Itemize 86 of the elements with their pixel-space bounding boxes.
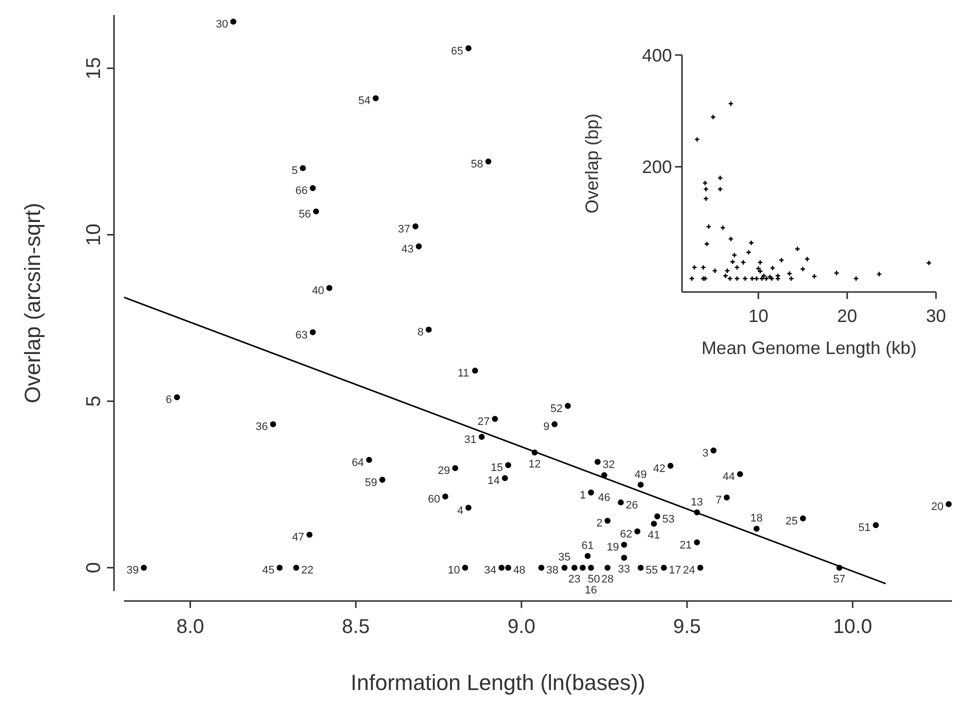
x-tick-label: 8.0	[176, 616, 204, 638]
annotation: 12	[528, 458, 541, 470]
y-tick-label: 400	[642, 45, 672, 66]
annotation: 53	[662, 513, 674, 526]
annotation: 24	[682, 564, 696, 577]
annotation: 63	[295, 329, 308, 342]
annotation: 38	[546, 564, 559, 577]
x-tick-label: 9.5	[673, 616, 701, 638]
y-tick-label: 5	[83, 396, 105, 407]
annotation: 40	[312, 285, 324, 298]
x-axis-title: Mean Genome Length (kb)	[701, 338, 917, 358]
annotation: 35	[558, 552, 571, 564]
annotation: 41	[648, 530, 660, 542]
point	[732, 252, 738, 258]
annotation: 60	[428, 493, 440, 506]
annotation: 11	[458, 368, 470, 380]
annotation: 33	[618, 564, 630, 576]
x-tick-label: 9.0	[508, 616, 536, 638]
annotation: 2	[596, 518, 602, 530]
annotation: 28	[601, 574, 614, 586]
annotation: 57	[833, 574, 846, 586]
annotation: 46	[598, 492, 610, 504]
annotation: 18	[750, 512, 763, 525]
annotation: 21	[680, 539, 692, 552]
annotation: 47	[292, 532, 304, 544]
annotation: 34	[484, 564, 496, 577]
annotation: 20	[931, 501, 944, 514]
annotation: 5	[292, 165, 298, 178]
annotation: 56	[298, 208, 311, 220]
annotation: 36	[256, 421, 268, 434]
x-axis-title: Information Length (ln(bases))	[350, 670, 646, 695]
x-tick-label: 20	[837, 306, 858, 326]
annotation: 31	[464, 434, 477, 446]
annotation: 14	[487, 475, 500, 488]
annotation: 30	[216, 18, 228, 31]
annotation: 26	[626, 499, 638, 512]
x-tick-label: 10.0	[833, 616, 872, 638]
annotation: 64	[352, 456, 364, 469]
annotation: 15	[490, 462, 504, 474]
point	[706, 224, 712, 230]
x-tick-label: 10	[748, 306, 768, 326]
annotation: 50	[588, 574, 600, 586]
y-tick-label: 10	[83, 224, 105, 246]
annotation: 23	[568, 574, 580, 586]
annotation: 7	[716, 494, 722, 506]
y-tick-label: 0	[83, 562, 105, 574]
annotation: 48	[513, 564, 526, 577]
annotation: 59	[364, 476, 378, 489]
annotation: 8	[418, 326, 424, 339]
annotation: 45	[262, 564, 275, 577]
x-tick-label: 8.5	[342, 616, 370, 638]
annotation: 17	[668, 564, 682, 577]
annotation: 39	[126, 564, 139, 577]
x-tick-label: 30	[926, 306, 946, 326]
annotation: 43	[401, 243, 414, 256]
annotation: 42	[653, 462, 666, 475]
annotation: 29	[438, 465, 450, 478]
annotation: 55	[646, 564, 658, 577]
annotation: 16	[584, 584, 598, 597]
annotation: 25	[786, 515, 798, 528]
annotation: 13	[690, 496, 704, 508]
annotation: 37	[398, 223, 410, 236]
annotation: 19	[606, 542, 619, 554]
annotation: 49	[634, 468, 647, 481]
annotation: 32	[602, 458, 615, 471]
annotation: 10	[448, 564, 460, 577]
annotation: 62	[620, 528, 632, 540]
annotation: 22	[301, 564, 314, 577]
annotation: 65	[451, 45, 464, 58]
y-axis-title: Overlap (arcsin-sqrt)	[20, 202, 45, 404]
annotation: 51	[858, 522, 871, 534]
annotation: 1	[580, 489, 586, 502]
annotation: 6	[166, 394, 172, 406]
annotation: 66	[295, 185, 308, 198]
annotation: 44	[722, 471, 735, 484]
annotation: 27	[478, 416, 490, 428]
annotation: 9	[543, 421, 550, 434]
annotation: 52	[550, 402, 563, 415]
y-tick-label: 200	[642, 157, 672, 178]
annotation: 61	[581, 540, 594, 552]
annotation: 58	[470, 158, 484, 170]
annotation: 4	[457, 504, 464, 517]
y-tick-label: 15	[83, 57, 105, 80]
annotation: 3	[702, 447, 708, 460]
annotation: 54	[358, 95, 371, 108]
y-axis-title: Overlap (bp)	[582, 113, 602, 214]
